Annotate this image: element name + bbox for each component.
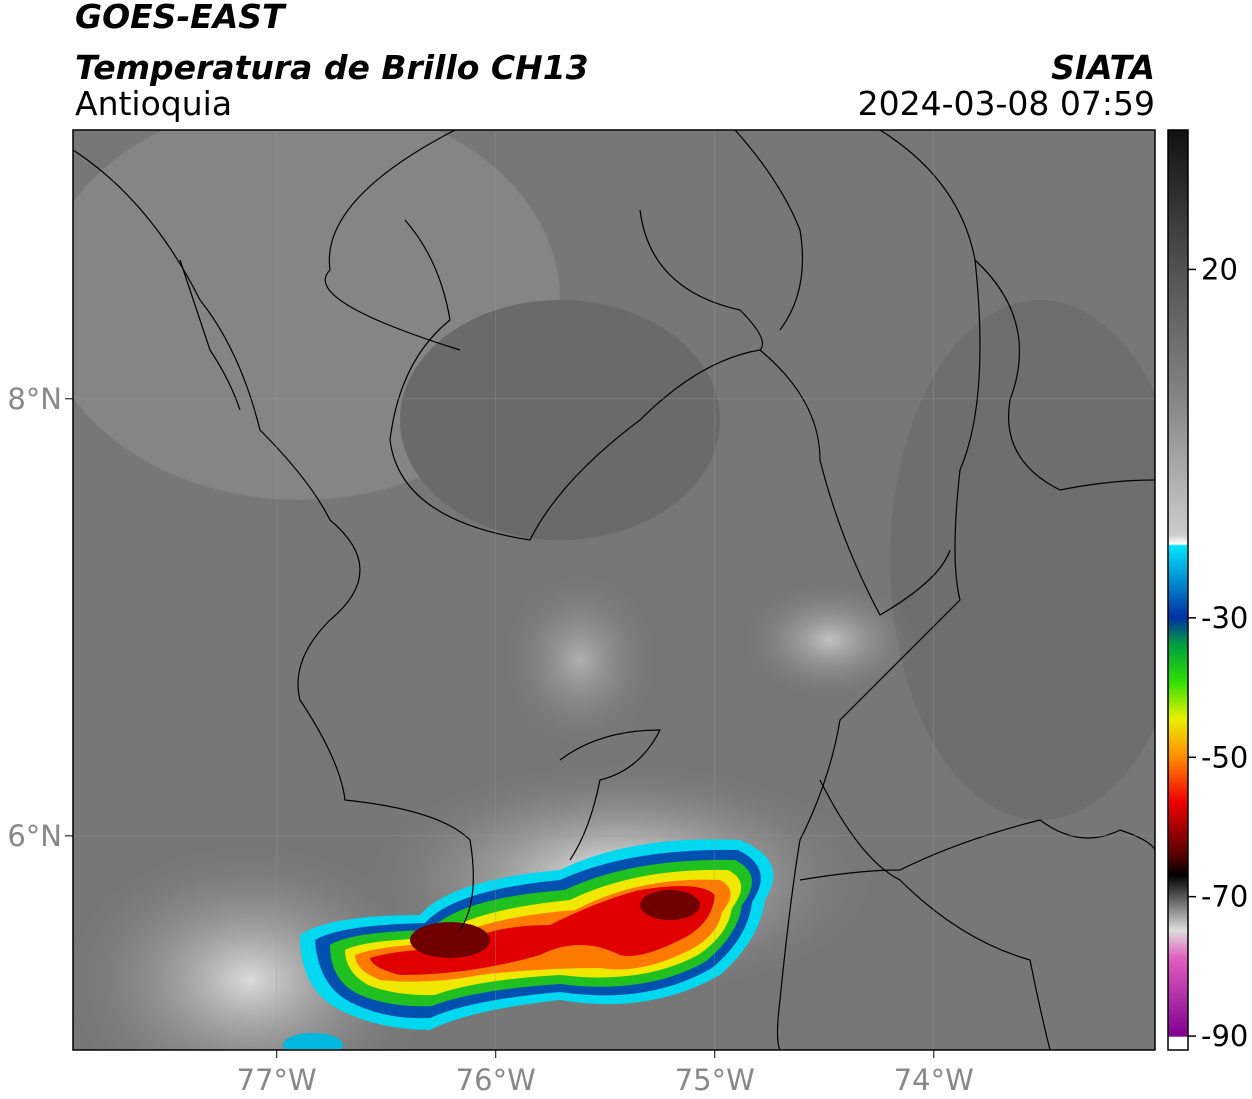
cloud xyxy=(500,570,660,750)
map-image xyxy=(73,130,1155,1050)
y-tick-label: 6°N xyxy=(7,819,62,853)
source: SIATA xyxy=(1051,48,1155,87)
colorbar-tick-label: -90 xyxy=(1201,1019,1248,1053)
storm xyxy=(283,839,774,1050)
cloud xyxy=(890,300,1155,820)
region: Antioquia xyxy=(75,84,232,123)
x-tick-label: 77°W xyxy=(237,1063,317,1097)
colorbar-tick-label: -30 xyxy=(1201,601,1248,635)
colorbar-tick-label: -70 xyxy=(1201,880,1248,914)
title: GOES-EAST xyxy=(75,0,287,36)
cloud xyxy=(740,580,920,700)
map-axes: 77°W 76°W 75°W 74°W 6°N 8°N xyxy=(7,130,1155,1097)
timestamp: 2024-03-08 07:59 xyxy=(858,84,1155,123)
x-tick-label: 74°W xyxy=(894,1063,974,1097)
colorbar-tick-label: 20 xyxy=(1201,252,1238,286)
x-tick-label: 76°W xyxy=(456,1063,536,1097)
colorbar-tick-label: -50 xyxy=(1201,740,1248,774)
subtitle: Temperatura de Brillo CH13 xyxy=(75,48,589,87)
cloud xyxy=(400,300,720,540)
map-frame xyxy=(72,129,1156,1051)
y-tick-label: 8°N xyxy=(7,382,62,416)
x-tick-label: 75°W xyxy=(675,1063,755,1097)
colorbar xyxy=(1167,129,1189,1051)
borders xyxy=(73,130,1155,1050)
